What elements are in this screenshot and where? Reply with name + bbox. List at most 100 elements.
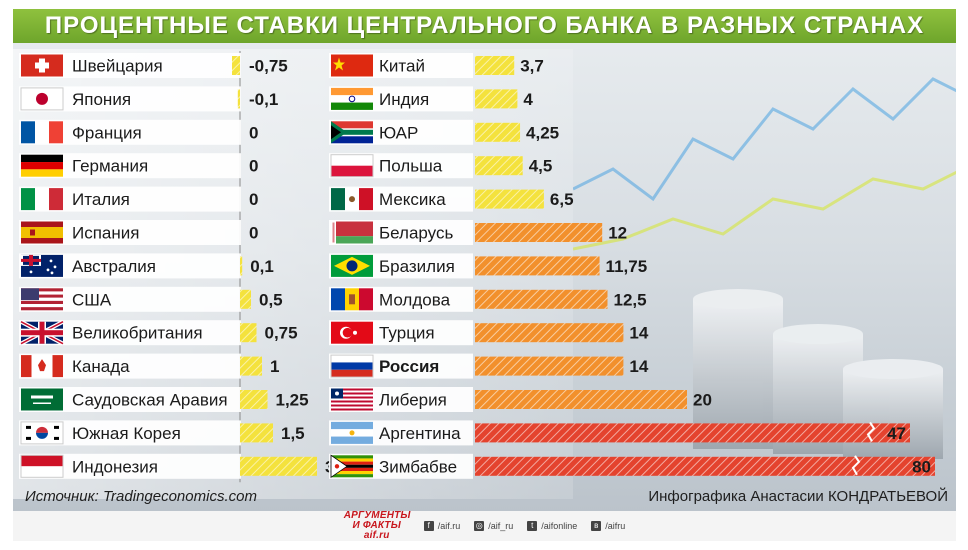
japan-flag: [20, 87, 64, 111]
value-label: -0,1: [249, 90, 278, 109]
country-label: Южная Корея: [72, 424, 181, 443]
liberia-flag: [331, 388, 373, 411]
indonesia-flag: [20, 454, 64, 478]
instagram-icon: ◎: [474, 521, 485, 531]
belarus-flag: [331, 221, 373, 244]
chart-row: США 0,5: [19, 286, 283, 312]
italy-flag: [21, 188, 63, 211]
country-label: США: [72, 290, 112, 309]
spain-flag: [21, 221, 63, 244]
country-label: Франция: [72, 123, 142, 142]
country-label: Мексика: [379, 190, 446, 209]
social-link[interactable]: t /aifonline: [527, 521, 577, 531]
value-label: 4,25: [526, 123, 559, 142]
argentina-flag: [331, 421, 373, 444]
country-label: Китай: [379, 57, 425, 76]
country-label: Индия: [379, 90, 429, 109]
twitter-icon: t: [527, 521, 538, 531]
country-label: Аргентина: [379, 424, 461, 443]
country-label: Зимбабве: [379, 457, 457, 476]
social-link-label: /aifonline: [541, 521, 578, 531]
bar: [240, 456, 317, 476]
turkey-flag: [331, 321, 373, 344]
bar: [475, 323, 624, 343]
value-label: 4: [523, 90, 533, 109]
country-label: Беларусь: [379, 224, 453, 243]
chart-row: Германия 0: [19, 153, 258, 179]
bar: [475, 256, 600, 276]
bar: [240, 423, 273, 443]
chart-title: ПРОЦЕНТНЫЕ СТАВКИ ЦЕНТРАЛЬНОГО БАНКА В Р…: [44, 12, 925, 39]
chart-row: Швейцария -0,75: [19, 53, 288, 78]
bar: [240, 390, 268, 409]
mexico-flag: [331, 188, 373, 211]
switzerland-flag: [21, 54, 63, 77]
social-link-label: /aif_ru: [488, 521, 514, 531]
bar: [475, 189, 544, 209]
bar: [475, 122, 521, 142]
bar: [475, 289, 608, 309]
value-label: 0,75: [265, 324, 298, 343]
value-label: 0,1: [250, 257, 274, 276]
chart-row: Канада 1: [19, 353, 279, 379]
axis-break-mark: [851, 455, 861, 476]
country-label: Италия: [72, 190, 130, 209]
country-label: Япония: [72, 90, 131, 109]
infographic-credit: Инфографика Анастасии КОНДРАТЬЕВОЙ: [648, 488, 948, 505]
social-link[interactable]: f /aif.ru: [423, 521, 460, 531]
country-label: Бразилия: [379, 257, 455, 276]
value-label: 80: [912, 457, 931, 476]
bar: [475, 223, 603, 242]
bar: [475, 356, 624, 376]
social-link[interactable]: ◎ /aif_ru: [474, 521, 513, 531]
country-label: Испания: [72, 224, 139, 243]
value-label: 47: [887, 424, 906, 443]
uk-flag: [20, 319, 64, 346]
background-trend-line: [573, 77, 956, 202]
chart-row: Китай 3,7: [329, 53, 544, 78]
value-label: 1,5: [281, 424, 305, 443]
chart-row: Беларусь 12: [329, 220, 627, 245]
chart-row: Аргентина 47: [329, 420, 910, 446]
value-label: 20: [693, 391, 712, 410]
country-label: Австралия: [72, 257, 156, 276]
chart-row: ЮАР 4,25: [329, 119, 559, 145]
footer: АРГУМЕНТЫ И ФАКТЫ aif.ru f /aif.ru ◎ /ai…: [13, 511, 956, 541]
usa-flag: [21, 288, 63, 311]
country-label: Германия: [72, 157, 148, 176]
chart-row: Франция 0: [19, 119, 258, 145]
france-flag: [21, 121, 63, 144]
chart-row: Мексика 6,5: [329, 186, 574, 212]
chart-row: Бразилия 11,75: [329, 253, 648, 279]
bar: [475, 156, 523, 176]
chart-row: Молдова 12,5: [329, 286, 647, 312]
background-trend-line: [573, 170, 956, 251]
value-label: 11,75: [606, 257, 648, 276]
country-label: Саудовская Аравия: [72, 391, 228, 410]
country-label: Швейцария: [72, 57, 163, 76]
bar: [475, 89, 518, 109]
chart-row: Южная Корея 1,5: [19, 420, 305, 446]
bar: [232, 56, 240, 75]
bar: [240, 256, 243, 276]
source-note: Источник: Tradingeconomics.com: [25, 488, 257, 505]
social-link[interactable]: в /aifru: [591, 521, 625, 531]
india-flag: [331, 87, 373, 110]
chart-row: Саудовская Аравия 1,25: [19, 387, 309, 412]
value-label: 0,5: [259, 290, 283, 309]
bar: [475, 56, 515, 75]
saudi-arabia-flag: [21, 388, 63, 411]
chart-row: Испания 0: [19, 220, 258, 245]
chart-row: Австралия 0,1: [19, 253, 274, 279]
south-korea-flag: [20, 421, 64, 445]
chart-row: Либерия 20: [329, 387, 712, 412]
country-label: Турция: [379, 324, 435, 343]
value-label: 14: [629, 324, 648, 343]
value-label: 0: [249, 157, 258, 176]
country-label: Россия: [379, 357, 439, 376]
chart-row: Индонезия3,5: [19, 453, 349, 479]
country-label: Польша: [379, 157, 443, 176]
value-label: 3,7: [520, 57, 544, 76]
country-label: Индонезия: [72, 457, 158, 476]
